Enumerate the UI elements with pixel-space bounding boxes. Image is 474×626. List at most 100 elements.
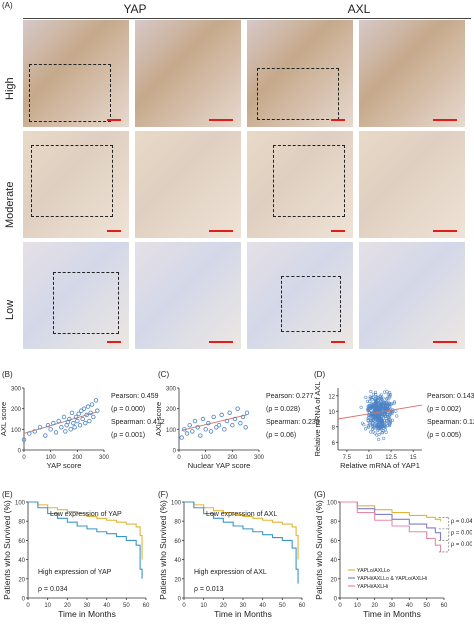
p-value-label: ρ = 0.009 <box>451 531 472 537</box>
panel-label-a: (A) <box>2 1 13 10</box>
data-point <box>368 421 372 426</box>
data-point <box>382 436 386 440</box>
panel-label-b: (B) <box>2 370 13 379</box>
data-point <box>182 427 187 432</box>
data-point <box>69 410 75 415</box>
histology-axl-moderate-zoom <box>359 131 465 238</box>
data-point <box>385 397 389 401</box>
x-tick-label: 50 <box>423 603 430 609</box>
data-point <box>179 435 184 440</box>
survival-curve <box>28 501 143 579</box>
data-point <box>73 414 79 420</box>
data-point <box>77 423 83 428</box>
data-point <box>37 425 43 430</box>
data-point <box>371 392 376 396</box>
data-point <box>238 420 243 426</box>
data-point <box>224 418 230 424</box>
data-point <box>379 426 383 430</box>
data-point <box>363 427 368 431</box>
data-point <box>27 431 32 436</box>
y-tick-label: 60 <box>174 539 181 545</box>
x-tick-label: 50 <box>279 603 286 609</box>
data-point <box>369 406 373 410</box>
series-label: Low expression of AXL <box>206 511 277 518</box>
stat-spearman: Spearman: 0.239 <box>266 419 320 426</box>
data-point <box>394 409 398 413</box>
y-tick-label: 80 <box>330 520 337 526</box>
y-tick-label: 100 <box>15 501 26 507</box>
data-point <box>95 408 100 413</box>
km-e-chart: 0 10 20 30 40 50 60 0 20 40 60 80 100 Time in Months P… <box>2 500 150 619</box>
survival-curve <box>340 501 442 541</box>
x-tick-label: 60 <box>441 603 448 609</box>
data-point <box>208 429 214 434</box>
y-tick-label: 100 <box>11 428 22 434</box>
data-point <box>43 433 48 438</box>
y-tick-label: 0 <box>178 597 182 603</box>
data-point <box>71 420 76 426</box>
data-point <box>381 424 385 428</box>
panel-label-c: (C) <box>158 370 170 379</box>
x-tick-label: 30 <box>389 603 396 609</box>
data-point <box>48 427 53 432</box>
data-point <box>72 425 77 430</box>
data-point <box>93 398 99 403</box>
data-point <box>67 416 72 422</box>
data-point <box>232 416 238 422</box>
histology-yap-low-overview <box>23 242 129 349</box>
data-point <box>359 405 363 409</box>
x-axis-label: Time in Months <box>58 609 116 619</box>
y-tick-label: 100 <box>166 428 177 434</box>
panel-label-d: (D) <box>314 370 326 379</box>
x-tick-label: 15 <box>410 455 417 461</box>
data-point <box>388 422 392 426</box>
x-tick-label: 40 <box>103 603 110 609</box>
data-point <box>200 416 206 422</box>
data-point <box>375 407 379 411</box>
stat-spearman-p: (ρ = 0.005) <box>427 432 462 439</box>
x-tick-label: 100 <box>46 455 57 461</box>
histology-axl-high-zoom <box>359 20 465 127</box>
p-value-label: ρ = 0.034 <box>38 586 68 593</box>
stat-spearman: Spearman: 0.412 <box>111 419 165 426</box>
data-point <box>395 414 399 418</box>
x-tick-label: 10 <box>200 603 207 609</box>
x-tick-label: 50 <box>123 603 130 609</box>
data-point <box>198 433 203 438</box>
panel-label-e: (E) <box>2 490 13 499</box>
data-point <box>385 390 389 394</box>
row-label-low: Low <box>4 299 16 320</box>
stat-spearman-p: (ρ = 0.001) <box>111 432 146 439</box>
histology-axl-high-overview <box>247 20 353 127</box>
data-point <box>211 414 216 420</box>
y-tick-label: 40 <box>174 558 181 564</box>
data-point <box>227 410 232 415</box>
data-point <box>372 408 376 412</box>
data-point <box>216 423 222 428</box>
x-tick-label: 0 <box>22 455 26 461</box>
y-tick-label: 0 <box>173 449 177 455</box>
data-point <box>80 416 85 422</box>
data-point <box>384 430 388 434</box>
fit-line <box>23 411 98 434</box>
data-point <box>21 437 27 442</box>
stat-spearman-p: (ρ = 0.06) <box>266 432 297 439</box>
data-point <box>390 412 394 416</box>
data-point <box>374 420 378 425</box>
data-point <box>219 412 224 418</box>
y-tick-label: 40 <box>330 558 337 564</box>
data-point <box>68 427 73 432</box>
data-point <box>377 437 381 441</box>
data-point <box>87 418 92 424</box>
y-tick-label: 8 <box>332 425 336 431</box>
y-axis-label: AXL score <box>0 402 8 436</box>
data-point <box>362 423 366 427</box>
yap-header-rule <box>23 18 247 19</box>
data-point <box>373 397 378 401</box>
data-point <box>45 423 51 428</box>
data-point <box>206 420 211 426</box>
y-tick-label: 80 <box>174 520 181 526</box>
x-tick-label: 200 <box>227 455 238 461</box>
histology-axl-low-overview <box>247 242 353 349</box>
y-axis-label: AXL score <box>155 402 163 436</box>
